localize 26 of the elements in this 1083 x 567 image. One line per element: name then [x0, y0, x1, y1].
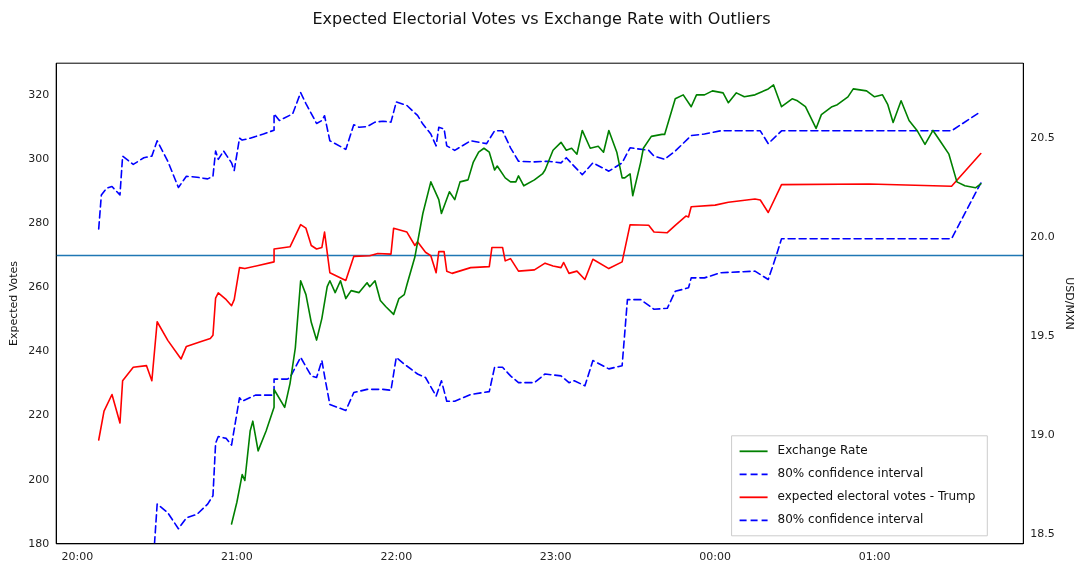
y-tick-label: 200 [28, 472, 50, 486]
x-tick-label: 20:00 [61, 550, 94, 564]
x-tick-label: 23:00 [539, 550, 572, 564]
x-tick-label: 21:00 [221, 550, 253, 564]
legend-label: Exchange Rate [777, 443, 868, 458]
x-tick-label: 22:00 [380, 550, 413, 564]
y-tick-label: 180 [28, 536, 50, 550]
x-tick-label: 00:00 [699, 550, 731, 564]
legend-label: 80% confidence interval [777, 466, 924, 481]
chart-title: Expected Electorial Votes vs Exchange Rate with Outliers [312, 8, 771, 28]
y-tick-label: 240 [28, 344, 50, 358]
legend-label: 80% confidence interval [777, 512, 924, 527]
legend-label: expected electoral votes - Trump [777, 489, 976, 504]
y-tick-label: 320 [28, 88, 50, 102]
y2-tick-label: 20.0 [1030, 230, 1055, 244]
y2-tick-label: 19.0 [1030, 427, 1055, 441]
y-tick-label: 280 [28, 216, 50, 230]
y-tick-label: 220 [28, 408, 50, 422]
y-tick-label: 260 [28, 280, 50, 294]
y2-axis-title: USD/MXN [1062, 277, 1076, 330]
y2-tick-label: 18.5 [1030, 526, 1055, 540]
y-axis-title: Expected Votes [7, 260, 21, 347]
y2-tick-label: 19.5 [1030, 328, 1055, 342]
y-tick-label: 300 [28, 152, 50, 166]
x-tick-label: 01:00 [858, 550, 891, 564]
y2-tick-label: 20.5 [1030, 131, 1055, 145]
